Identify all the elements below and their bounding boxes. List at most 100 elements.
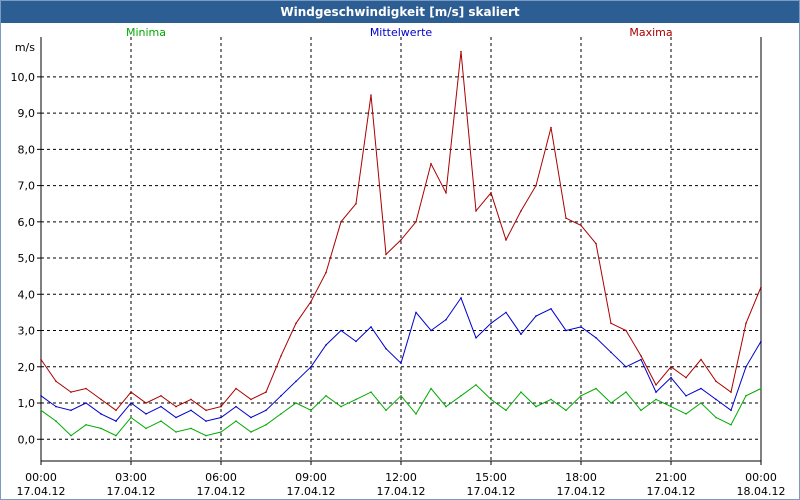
y-tick-label: 9,0: [18, 107, 36, 120]
data-point-mittelwerte: [355, 340, 357, 343]
data-point-maxima: [655, 384, 657, 386]
data-point-minima: [535, 405, 537, 408]
data-point-maxima: [55, 380, 57, 383]
x-tick-label-date: 17.04.12: [17, 485, 66, 498]
data-point-mittelwerte: [520, 333, 522, 336]
data-point-minima: [415, 413, 417, 415]
data-point-mittelwerte: [535, 315, 537, 317]
data-point-minima: [685, 413, 687, 415]
data-point-mittelwerte: [475, 337, 477, 339]
y-tick-label: 4,0: [18, 288, 36, 301]
data-point-mittelwerte: [730, 409, 732, 412]
data-point-maxima: [550, 126, 552, 129]
data-point-mittelwerte: [370, 326, 372, 328]
data-point-mittelwerte: [430, 329, 432, 332]
data-point-mittelwerte: [220, 416, 222, 419]
x-tick-label-time: 00:00: [745, 471, 777, 484]
data-point-minima: [70, 434, 72, 437]
data-point-mittelwerte: [445, 318, 447, 321]
data-point-minima: [340, 405, 342, 408]
data-point-mittelwerte: [145, 413, 147, 415]
data-point-mittelwerte: [715, 398, 717, 401]
data-point-maxima: [385, 253, 387, 256]
data-point-mittelwerte: [325, 344, 327, 346]
data-point-minima: [460, 395, 462, 397]
data-point-minima: [55, 420, 57, 422]
data-point-mittelwerte: [160, 405, 162, 408]
y-tick-label: 10,0: [11, 71, 36, 84]
data-point-minima: [160, 420, 162, 422]
data-point-mittelwerte: [265, 409, 267, 412]
data-point-mittelwerte: [670, 376, 672, 379]
data-point-maxima: [460, 50, 462, 53]
x-tick-label-date: 17.04.12: [557, 485, 606, 498]
data-point-maxima: [85, 387, 87, 390]
data-point-mittelwerte: [685, 395, 687, 397]
data-point-mittelwerte: [640, 358, 642, 361]
data-point-mittelwerte: [40, 395, 42, 397]
data-point-maxima: [100, 398, 102, 401]
data-point-maxima: [760, 286, 762, 288]
data-point-minima: [580, 395, 582, 397]
data-point-maxima: [160, 395, 162, 397]
data-point-minima: [355, 398, 357, 401]
x-tick-label-time: 12:00: [385, 471, 417, 484]
data-point-minima: [670, 405, 672, 408]
data-point-maxima: [625, 329, 627, 332]
data-point-maxima: [700, 358, 702, 361]
data-point-maxima: [340, 221, 342, 223]
data-point-mittelwerte: [700, 387, 702, 390]
data-point-minima: [205, 434, 207, 437]
x-tick-label-time: 21:00: [655, 471, 687, 484]
data-point-mittelwerte: [760, 340, 762, 343]
x-tick-label-date: 17.04.12: [377, 485, 426, 498]
data-point-mittelwerte: [175, 416, 177, 419]
data-point-minima: [475, 384, 477, 386]
data-point-minima: [640, 409, 642, 412]
data-point-minima: [310, 409, 312, 412]
y-tick-label: 6,0: [18, 216, 36, 229]
data-point-minima: [235, 420, 237, 422]
data-point-minima: [610, 402, 612, 404]
x-tick-label-date: 17.04.12: [467, 485, 516, 498]
data-point-minima: [190, 427, 192, 430]
data-point-minima: [295, 402, 297, 404]
y-tick-label: 3,0: [18, 325, 36, 338]
data-point-maxima: [670, 366, 672, 368]
data-point-mittelwerte: [130, 402, 132, 404]
data-point-maxima: [475, 210, 477, 212]
data-point-maxima: [235, 387, 237, 390]
data-point-mittelwerte: [310, 366, 312, 368]
x-tick-label-time: 09:00: [295, 471, 327, 484]
data-point-minima: [145, 427, 147, 430]
data-point-mittelwerte: [505, 311, 507, 314]
data-point-maxima: [265, 391, 267, 393]
data-point-minima: [520, 391, 522, 393]
y-tick-label: 5,0: [18, 252, 36, 265]
data-point-maxima: [565, 217, 567, 219]
x-tick-label-date: 17.04.12: [197, 485, 246, 498]
data-point-mittelwerte: [655, 391, 657, 393]
data-point-maxima: [505, 239, 507, 241]
data-point-minima: [175, 431, 177, 433]
data-point-mittelwerte: [100, 413, 102, 415]
x-tick-label-date: 17.04.12: [647, 485, 696, 498]
data-point-mittelwerte: [250, 416, 252, 419]
data-point-maxima: [445, 192, 447, 194]
data-point-minima: [565, 409, 567, 412]
data-point-maxima: [295, 322, 297, 325]
data-point-minima: [40, 409, 42, 412]
data-point-minima: [400, 395, 402, 397]
data-point-mittelwerte: [340, 329, 342, 332]
data-point-mittelwerte: [625, 366, 627, 368]
y-axis-label: m/s: [15, 41, 35, 54]
data-point-maxima: [730, 391, 732, 393]
legend-mittelwerte: Mittelwerte: [370, 26, 433, 39]
data-point-mittelwerte: [280, 395, 282, 397]
y-tick-label: 0,0: [18, 433, 36, 446]
data-point-maxima: [130, 391, 132, 393]
data-point-minima: [595, 387, 597, 390]
data-point-mittelwerte: [190, 409, 192, 412]
data-point-maxima: [325, 271, 327, 274]
